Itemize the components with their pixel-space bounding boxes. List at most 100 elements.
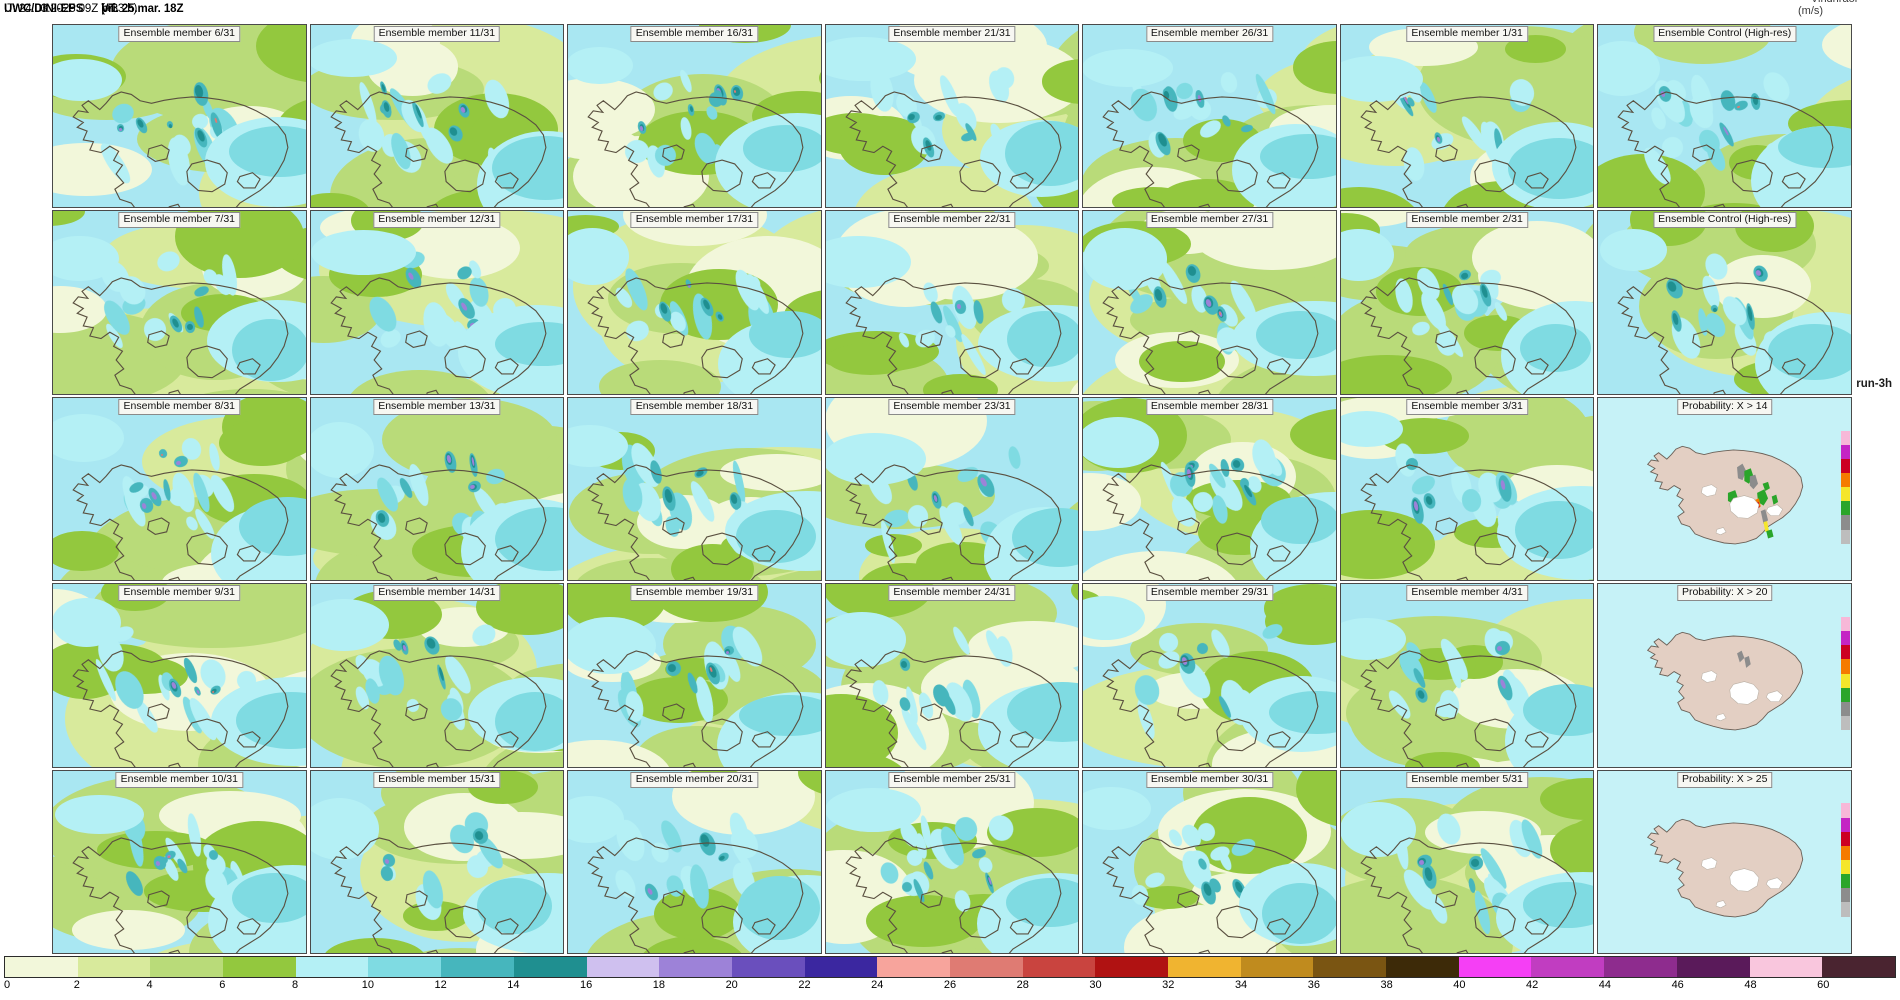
ensemble-member-panel[interactable]: Ensemble member 7/31: [52, 210, 307, 395]
probability-panel[interactable]: 999590755025105 Probability: X > 20: [1597, 583, 1852, 768]
prob-swatch: 50: [1840, 856, 1851, 875]
prob-swatch: 5: [1840, 526, 1851, 544]
colorbar-swatch: [1604, 957, 1677, 977]
probability-panel[interactable]: 999590755025105 Probability: X > 14: [1597, 396, 1852, 582]
ensemble-member-panel[interactable]: Ensemble member 24/31: [824, 583, 1080, 768]
variable-unit-label: Vindhraði (m/s): [1774, 0, 1894, 17]
colorbar-tick: 10: [361, 979, 374, 991]
wind-field-map: [1083, 397, 1336, 581]
prob-swatch: 10: [1840, 698, 1851, 716]
colorbar-swatch: [1168, 957, 1241, 977]
panel-title: Ensemble member 29/31: [1145, 585, 1274, 602]
prob-swatch: 90: [1840, 828, 1851, 846]
wind-field-map: [825, 770, 1079, 953]
colorbar-tick: 14: [507, 979, 520, 991]
ensemble-member-panel[interactable]: Ensemble member 29/31: [1082, 583, 1337, 768]
prob-swatch: 99: [1840, 427, 1851, 445]
valid-time: þri. 25.mar. 18Z: [101, 3, 184, 15]
ensemble-member-panel[interactable]: Ensemble member 8/31: [52, 396, 307, 582]
ensemble-member-panel[interactable]: Ensemble member 23/31: [824, 396, 1080, 582]
ensemble-member-panel[interactable]: Ensemble member 21/31: [824, 24, 1080, 209]
panel-title: Ensemble member 6/31: [118, 26, 241, 42]
ensemble-member-panel[interactable]: Ensemble member 12/31: [309, 210, 565, 395]
ensemble-member-panel[interactable]: Ensemble member 16/31: [567, 24, 822, 209]
prob-swatch: 75: [1840, 655, 1851, 674]
wind-field-map: [568, 25, 821, 208]
colorbar-swatch: [441, 957, 514, 977]
prob-swatch: 5: [1840, 712, 1851, 731]
ensemble-member-panel[interactable]: Ensemble member 4/31: [1339, 583, 1595, 768]
ensemble-member-panel[interactable]: Ensemble member 27/31: [1082, 210, 1337, 395]
ensemble-member-panel[interactable]: Ensemble member 25/31: [824, 769, 1080, 954]
ensemble-member-panel[interactable]: Ensemble member 3/31: [1339, 396, 1595, 582]
colorbar-tick: 22: [798, 979, 811, 991]
panel-title: Ensemble member 15/31: [373, 771, 501, 788]
ensemble-member-panel[interactable]: Ensemble member 17/31: [567, 210, 822, 395]
ensemble-panel-grid: Ensemble member 6/31 Ensemble member 11/3…: [52, 24, 1852, 954]
ensemble-member-panel[interactable]: Ensemble member 2/31: [1339, 210, 1595, 395]
panel-title: Ensemble member 13/31: [373, 398, 501, 415]
probability-panel[interactable]: 999590755025105 Probability: X > 25: [1597, 769, 1852, 954]
init-time: 24.03.2025 09Z: [18, 3, 99, 15]
colorbar-swatch: [949, 957, 1023, 977]
panel-title: Ensemble member 11/31: [373, 26, 501, 42]
ensemble-member-panel[interactable]: Ensemble Control (High-res): [1597, 210, 1852, 395]
ensemble-member-panel[interactable]: Ensemble member 19/31: [567, 583, 822, 768]
panel-title: Ensemble member 4/31: [1406, 585, 1528, 602]
wind-field-map: [52, 25, 306, 208]
probability-map: 999590755025105: [1598, 770, 1851, 953]
header-info: UWC/DINI-EPS IT: 24.03.2025 09Z VT: þri.…: [4, 3, 183, 15]
ensemble-member-panel[interactable]: Ensemble member 20/31: [567, 769, 822, 954]
ensemble-member-panel[interactable]: Ensemble member 15/31: [309, 769, 565, 954]
wind-field-map: [52, 770, 306, 953]
ensemble-member-panel[interactable]: Ensemble member 30/31: [1082, 769, 1337, 954]
colorbar-tick: 24: [871, 979, 884, 991]
ensemble-member-panel[interactable]: Ensemble member 28/31: [1082, 396, 1337, 582]
probability-colorbar: 999590755025105: [1840, 613, 1851, 731]
ensemble-member-panel[interactable]: Ensemble member 14/31: [309, 583, 565, 768]
ensemble-member-panel[interactable]: Ensemble member 9/31: [52, 583, 307, 768]
variable-unit: (m/s): [1798, 5, 1824, 17]
panel-title: Ensemble member 27/31: [1145, 212, 1274, 229]
colorbar-tick: 6: [219, 979, 226, 991]
wind-field-map: [568, 770, 821, 953]
prob-swatch: 10: [1840, 884, 1851, 903]
panel-title: Ensemble member 7/31: [118, 212, 241, 229]
prob-swatch: 50: [1840, 483, 1851, 502]
colorbar-tick: 28: [1016, 979, 1029, 991]
prob-swatch: 25: [1840, 684, 1851, 702]
prob-swatch: 95: [1840, 627, 1851, 646]
ensemble-member-panel[interactable]: Ensemble Control (High-res): [1597, 24, 1852, 209]
ensemble-member-panel[interactable]: Ensemble member 13/31: [309, 396, 565, 582]
panel-title: Ensemble member 9/31: [118, 585, 241, 602]
ensemble-member-panel[interactable]: Ensemble member 18/31: [567, 396, 822, 582]
colorbar-swatch: [1676, 957, 1750, 977]
iceland-outline: [1647, 632, 1804, 731]
wind-field-map: [310, 584, 564, 767]
run-offset-label: run-3h: [1856, 378, 1892, 390]
colorbar-swatch: [1313, 957, 1387, 977]
colorbar-tick: 48: [1744, 979, 1757, 991]
probability-map: 999590755025105: [1598, 397, 1851, 581]
ensemble-member-panel[interactable]: Ensemble member 11/31: [309, 24, 565, 209]
ensemble-member-panel[interactable]: Ensemble member 6/31: [52, 24, 307, 209]
ensemble-member-panel[interactable]: Ensemble member 22/31: [824, 210, 1080, 395]
wind-field-map: [568, 584, 821, 767]
probability-colorbar: 999590755025105: [1840, 799, 1851, 917]
ensemble-member-panel[interactable]: Ensemble member 1/31: [1339, 24, 1595, 209]
wind-field-map: [52, 211, 306, 394]
ensemble-member-panel[interactable]: Ensemble member 26/31: [1082, 24, 1337, 209]
colorbar-swatch: [1240, 957, 1314, 977]
colorbar-tick: 60: [1817, 979, 1830, 991]
prob-swatch: 75: [1840, 469, 1851, 488]
colorbar-tick: 18: [652, 979, 666, 991]
prob-swatch: 99: [1840, 613, 1851, 632]
wind-field-map: [1598, 211, 1851, 394]
ensemble-member-panel[interactable]: Ensemble member 5/31: [1339, 769, 1595, 954]
colorbar-tick: 2: [73, 979, 80, 991]
ensemble-member-panel[interactable]: Ensemble member 10/31: [52, 769, 307, 954]
lead-time: (+33 h): [101, 3, 138, 15]
colorbar-tick: 12: [434, 979, 447, 991]
prob-swatch: 95: [1840, 814, 1851, 832]
valid-prefix: VT:: [101, 3, 119, 15]
